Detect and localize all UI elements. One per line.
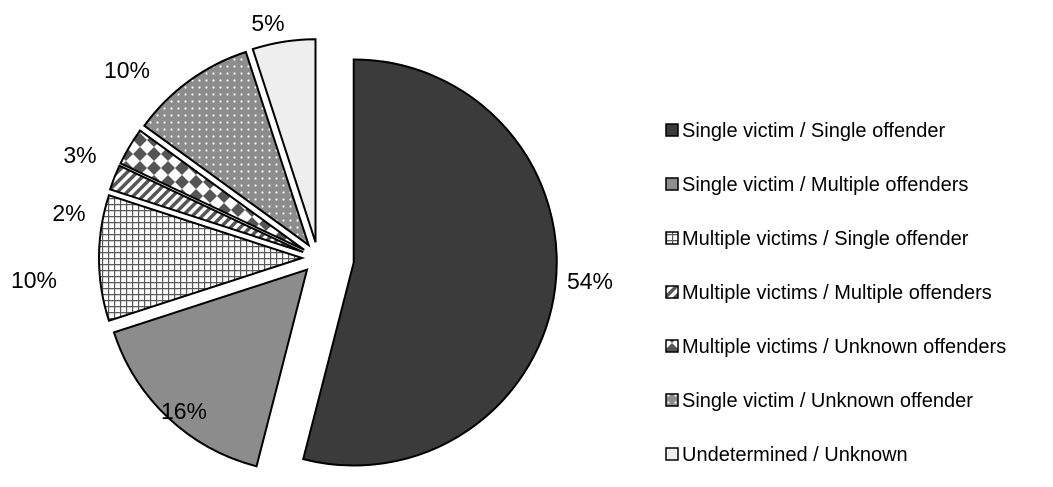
legend-swatch-3 (665, 231, 679, 245)
legend: Single victim / Single offender Single vi… (665, 120, 1006, 466)
legend-swatch-6 (665, 393, 679, 407)
legend-swatch-5 (665, 339, 679, 353)
pie-slice-1 (302, 58, 558, 467)
legend-label-7: Undetermined / Unknown (682, 444, 908, 466)
slice-label-3: 10% (11, 267, 57, 293)
slice-label-5: 3% (63, 142, 96, 168)
legend-label-1: Single victim / Single offender (682, 120, 945, 142)
pie-slice-6 (142, 50, 311, 248)
slice-label-7: 5% (251, 10, 284, 36)
pie-slice-4 (108, 164, 304, 254)
legend-swatch-7 (665, 447, 679, 461)
legend-swatch-2 (665, 177, 679, 191)
legend-swatch-1 (665, 123, 679, 137)
pie-slice-3 (98, 194, 306, 322)
pie-slice-5 (119, 129, 305, 251)
slice-label-4: 2% (52, 200, 85, 226)
pie-labels: 54% 16% 10% 2% 3% 10% 5% (11, 10, 613, 424)
pie-slice-2 (112, 268, 309, 468)
legend-label-5: Multiple victims / Unknown offenders (682, 336, 1006, 358)
pie-slice-7 (251, 38, 317, 243)
pie-slices (98, 38, 558, 468)
legend-label-4: Multiple victims / Multiple offenders (682, 282, 992, 304)
legend-label-6: Single victim / Unknown offender (682, 390, 973, 412)
slice-label-1: 54% (567, 268, 613, 294)
legend-label-2: Single victim / Multiple offenders (682, 174, 968, 196)
legend-swatch-4 (665, 285, 679, 299)
legend-label-3: Multiple victims / Single offender (682, 228, 969, 250)
slice-label-2: 16% (161, 398, 207, 424)
slice-label-6: 10% (104, 57, 150, 83)
